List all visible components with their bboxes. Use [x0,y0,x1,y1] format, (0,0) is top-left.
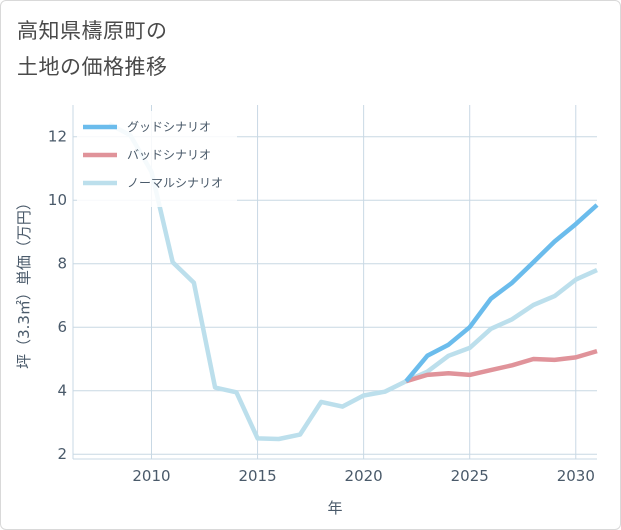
series-line-2 [108,122,598,442]
y-tick-label: 6 [57,318,67,336]
x-axis-title: 年 [327,499,342,517]
y-tick-label: 4 [57,382,67,400]
series-line-0 [404,203,599,383]
x-tick-label: 2020 [345,467,383,485]
y-tick-label: 10 [48,191,67,209]
axis-ticks: 2 4 6 8 10 12 2010 2015 2020 2025 2030 [48,128,595,485]
x-tick-label: 2030 [557,467,595,485]
y-tick-label: 2 [57,445,67,463]
legend-label-0: グッドシナリオ [127,120,211,134]
chart-title: 高知県檮原町の 土地の価格推移 [17,13,168,85]
y-axis-title: 坪（3.3㎡）単価（万円） [15,195,33,369]
chart-title-line-2: 土地の価格推移 [17,55,168,79]
series-lines [108,122,599,442]
legend-label-2: ノーマルシナリオ [127,176,223,190]
series-line-1 [405,348,598,384]
x-tick-label: 2015 [238,467,276,485]
chart-title-line-1: 高知県檮原町の [17,19,168,43]
y-tick-label: 8 [57,255,67,273]
x-tick-label: 2025 [451,467,489,485]
y-tick-label: 12 [48,128,67,146]
legend-label-1: バッドシナリオ [127,148,211,162]
x-tick-label: 2010 [132,467,170,485]
